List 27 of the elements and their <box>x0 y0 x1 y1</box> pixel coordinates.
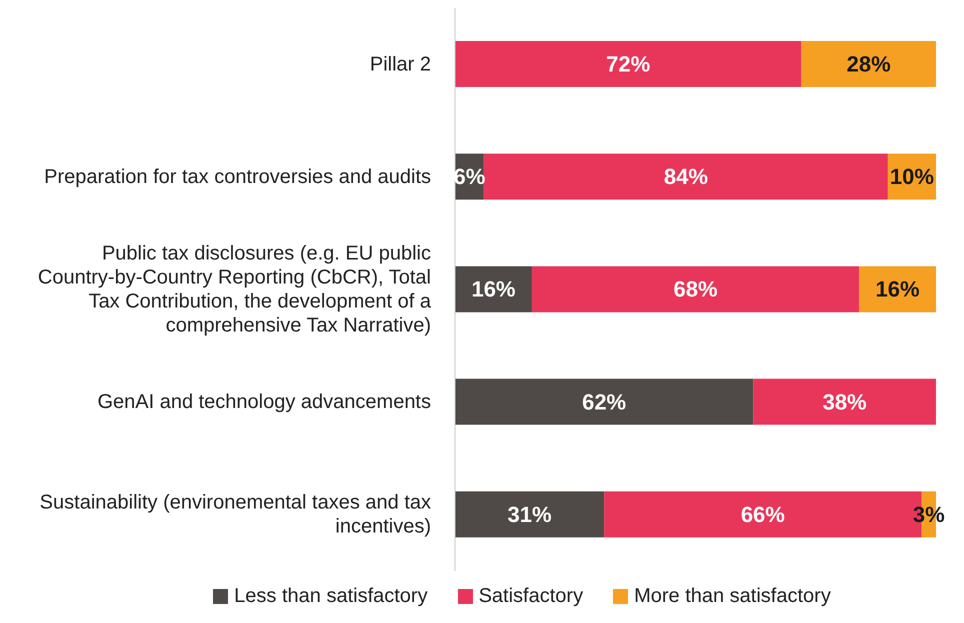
data-label: 28% <box>846 52 891 76</box>
y-tick-label: Sustainability (environemental taxes and tax incentives) <box>40 492 431 538</box>
bar <box>484 154 888 200</box>
data-label: 16% <box>471 276 516 302</box>
data-label: 62% <box>582 389 626 414</box>
bar <box>455 41 802 87</box>
legend-label: More than satisfactory <box>634 585 831 608</box>
data-label: 84% <box>664 164 708 190</box>
data-label: 66% <box>740 502 785 527</box>
y-tick-label: GenAI and technology advancements <box>97 391 431 414</box>
bar <box>455 491 604 538</box>
legend-label: Less than satisfactory <box>234 585 428 608</box>
y-tick-label: Public tax disclosures (e.g. EU public Country-by-Country Reporting (CbCR), Total Tax Contribution, the development of a comprehensive Tax Narrative) <box>38 242 432 336</box>
bar <box>801 41 936 87</box>
data-label: 72% <box>606 52 650 76</box>
bar <box>455 378 754 425</box>
y-tick-label: Pillar 2 <box>370 53 431 76</box>
data-label: 38% <box>822 389 867 414</box>
bar <box>753 378 936 425</box>
data-label: 68% <box>673 276 718 302</box>
y-tick-label: Preparation for tax controversies and audits <box>44 166 431 188</box>
data-label: 16% <box>875 276 920 302</box>
legend-label: Satisfactory <box>478 585 584 608</box>
data-label: 31% <box>508 502 552 527</box>
bar <box>859 266 936 312</box>
data-label: 10% <box>890 164 934 190</box>
bar <box>532 266 860 312</box>
